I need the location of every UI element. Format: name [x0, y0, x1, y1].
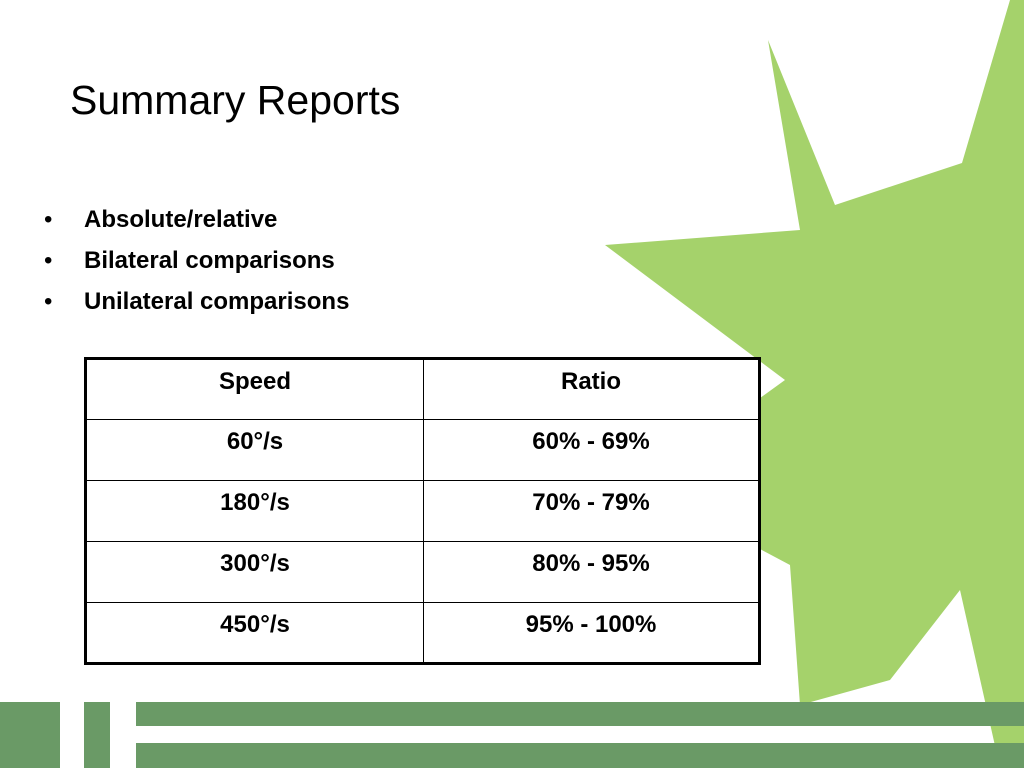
- bullet-text: Unilateral comparisons: [84, 288, 350, 315]
- speed-cell: 450°/s: [85, 602, 424, 664]
- bullet-item: • Absolute/relative: [44, 199, 349, 240]
- table-row: 300°/s 80% - 95%: [85, 541, 760, 603]
- bullet-dot: •: [44, 247, 53, 274]
- column-header-speed: Speed: [85, 358, 424, 420]
- footer-block-left: [0, 702, 60, 768]
- column-header-ratio: Ratio: [423, 358, 760, 420]
- bullet-item: • Unilateral comparisons: [44, 281, 349, 322]
- table-header-row: Speed Ratio: [85, 358, 760, 420]
- bullet-dot: •: [44, 288, 53, 315]
- table-row: 180°/s 70% - 79%: [85, 480, 760, 542]
- ratio-cell: 60% - 69%: [423, 419, 760, 481]
- footer-bar-bottom: [136, 743, 1024, 768]
- footer-block-middle: [84, 702, 110, 768]
- speed-cell: 180°/s: [85, 480, 424, 542]
- bullet-dot: •: [44, 206, 53, 233]
- bullet-item: • Bilateral comparisons: [44, 240, 349, 281]
- table-row: 450°/s 95% - 100%: [85, 602, 760, 664]
- bullet-list: • Absolute/relative • Bilateral comparis…: [44, 199, 349, 322]
- bullet-text: Absolute/relative: [84, 206, 278, 233]
- ratio-cell: 95% - 100%: [423, 602, 760, 664]
- speed-cell: 300°/s: [85, 541, 424, 603]
- slide-title: Summary Reports: [70, 77, 401, 123]
- table-row: 60°/s 60% - 69%: [85, 419, 760, 481]
- ratio-cell: 80% - 95%: [423, 541, 760, 603]
- footer-bar-top: [136, 702, 1024, 726]
- bullet-text: Bilateral comparisons: [84, 247, 335, 274]
- speed-ratio-table: Speed Ratio 60°/s 60% - 69% 180°/s 70% -…: [84, 357, 761, 665]
- speed-cell: 60°/s: [85, 419, 424, 481]
- ratio-cell: 70% - 79%: [423, 480, 760, 542]
